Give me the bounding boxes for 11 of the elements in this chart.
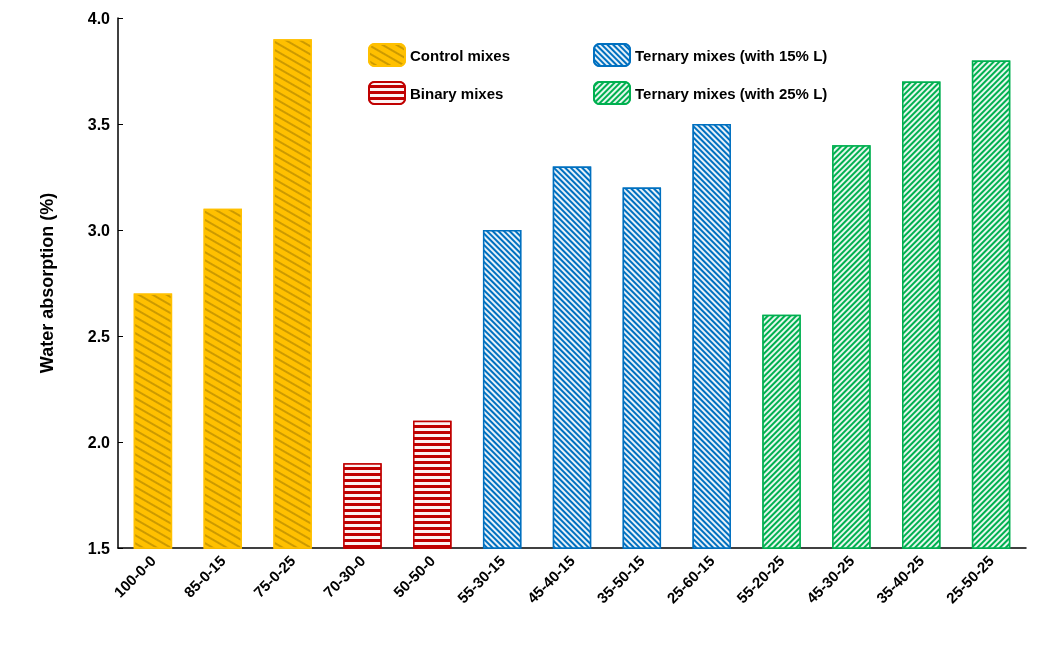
y-tick-label: 3.0 bbox=[87, 221, 111, 239]
legend-label: Ternary mixes (with 15% L) bbox=[635, 46, 828, 64]
legend-label: Control mixes bbox=[410, 46, 511, 64]
y-tick-label: 4.0 bbox=[87, 9, 111, 27]
y-tick-label: 1.5 bbox=[87, 539, 111, 557]
legend-label: Binary mixes bbox=[410, 84, 504, 102]
legend-label: Ternary mixes (with 25% L) bbox=[635, 84, 828, 102]
y-tick-label: 3.5 bbox=[87, 115, 111, 133]
y-axis-title: Water absorption (%) bbox=[37, 192, 57, 374]
y-tick-label: 2.0 bbox=[87, 433, 111, 451]
y-tick-label: 2.5 bbox=[87, 327, 111, 345]
